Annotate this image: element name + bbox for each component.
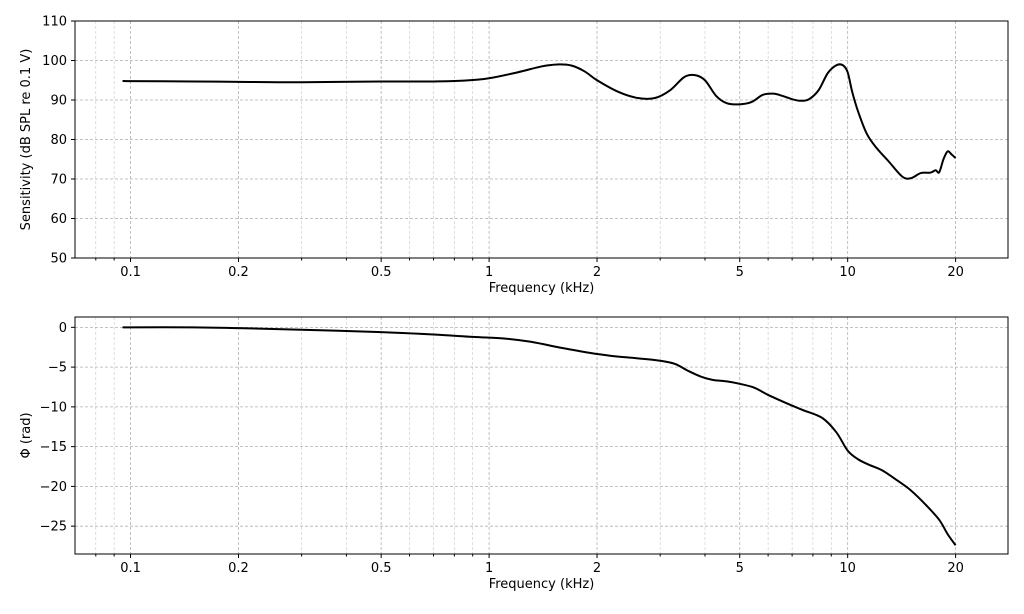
phase-chart: 0.1 0.2 0.5 1 2 5 10 20 0 −5 −10 −15 −20 −25 Frequency… [19,316,1009,592]
phase-y-tick-label: −10 [40,400,67,415]
phase-y-tick-label: −5 [48,361,67,376]
phase-series-line [122,326,957,546]
sensitivity-chart: 0.1 0.2 0.5 1 2 5 10 20 50 60 70 80 90 100 110 Frequenc… [19,15,1009,296]
phase-y-tick-label: −25 [40,520,67,535]
sensitivity-x-tick-label: 0.1 [120,265,141,280]
phase-axes-frame [74,316,1009,555]
phase-y-tick-label: −15 [40,440,67,455]
sensitivity-axes-frame [74,20,1009,259]
sensitivity-y-tick-label: 110 [42,15,67,30]
phase-x-tick-label: 2 [593,561,601,576]
phase-x-tick-label: 1 [485,561,493,576]
phase-y-axis-label: Φ (rad) [19,412,34,458]
sensitivity-y-tick-label: 100 [42,54,67,69]
sensitivity-x-tick-label: 1 [485,265,493,280]
phase-x-tick-label: 0.1 [120,561,141,576]
sensitivity-x-tick-label: 5 [736,265,744,280]
phase-x-axis-label: Frequency (kHz) [489,577,595,592]
phase-y-tick-label: −20 [40,480,67,495]
sensitivity-y-tick-label: 70 [50,173,67,188]
phase-x-tick-label: 0.5 [371,561,392,576]
sensitivity-x-tick-label: 10 [839,265,856,280]
phase-y-tick-label: 0 [59,321,67,336]
sensitivity-x-tick-label: 2 [593,265,601,280]
phase-x-tick-label: 20 [947,561,964,576]
sensitivity-x-tick-label: 0.5 [371,265,392,280]
sensitivity-x-axis-label: Frequency (kHz) [489,281,595,296]
sensitivity-y-tick-label: 60 [50,212,67,227]
phase-x-tick-label: 5 [736,561,744,576]
phase-x-tick-label: 10 [839,561,856,576]
sensitivity-y-tick-label: 50 [50,252,67,267]
sensitivity-y-tick-label: 80 [50,133,67,148]
sensitivity-series-line [122,63,957,180]
sensitivity-y-tick-label: 90 [50,94,67,109]
phase-x-tick-label: 0.2 [228,561,249,576]
sensitivity-x-tick-label: 0.2 [228,265,249,280]
sensitivity-y-axis-label: Sensitivity (dB SPL re 0.1 V) [19,49,34,231]
sensitivity-x-tick-label: 20 [947,265,964,280]
